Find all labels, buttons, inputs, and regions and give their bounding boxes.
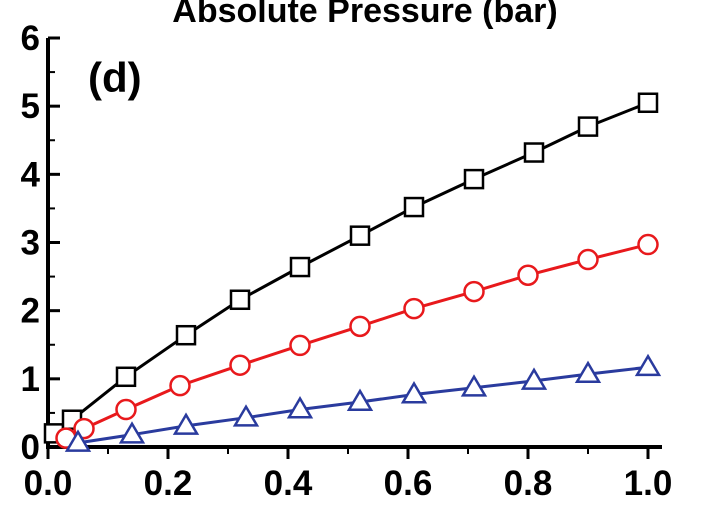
- triangle-marker: [634, 353, 662, 377]
- circle-marker: [289, 334, 311, 357]
- x-tick-label: 0.6: [384, 464, 433, 503]
- panel-label: (d): [88, 54, 142, 101]
- circle-marker: [637, 233, 659, 256]
- circle-marker: [577, 248, 599, 271]
- triangle-marker: [460, 374, 488, 397]
- x-tick-label: 1.0: [624, 464, 673, 503]
- chart-title: Absolute Pressure (bar): [172, 0, 557, 30]
- triangle-marker: [346, 388, 374, 411]
- square-marker: [229, 289, 251, 311]
- square-marker: [577, 116, 599, 137]
- series-circle: [55, 233, 659, 449]
- triangle-marker: [64, 429, 92, 452]
- triangle-marker: [172, 412, 200, 435]
- circle-marker: [463, 280, 485, 303]
- y-tick-label: 5: [21, 87, 40, 126]
- triangle-marker: [286, 396, 314, 419]
- triangle-marker: [574, 360, 602, 384]
- x-tick-label: 0.8: [504, 464, 553, 503]
- circle-marker: [403, 297, 425, 320]
- x-tick-label: 0.4: [264, 464, 313, 503]
- circle-marker: [115, 398, 137, 421]
- y-tick-label: 2: [21, 292, 40, 331]
- triangle-marker: [118, 421, 146, 444]
- x-tick-label: 0.2: [144, 464, 193, 503]
- y-tick-label: 3: [21, 224, 40, 263]
- circle-marker: [517, 264, 539, 286]
- square-marker: [403, 196, 425, 218]
- y-tick-label: 1: [21, 360, 40, 399]
- square-marker: [115, 366, 137, 388]
- x-tick-label: 0.0: [24, 464, 73, 503]
- circle-marker: [169, 374, 191, 397]
- y-tick-label: 0: [21, 428, 40, 467]
- series-layer: [43, 92, 662, 452]
- y-tick-label: 6: [21, 19, 40, 58]
- square-marker: [289, 256, 311, 278]
- square-marker: [463, 168, 485, 190]
- triangle-marker: [520, 367, 548, 390]
- triangle-marker: [232, 404, 260, 427]
- square-marker: [523, 142, 545, 163]
- axes: 0.0 0.2 0.4 0.6 0.8 1.0 0 1 2 3 4 5 6: [21, 19, 673, 503]
- circle-marker: [229, 354, 251, 376]
- square-marker: [175, 324, 197, 346]
- triangle-marker: [400, 381, 428, 404]
- y-tick-label: 4: [21, 155, 41, 194]
- square-marker: [349, 225, 371, 246]
- series-square: [43, 92, 659, 444]
- square-marker: [637, 92, 659, 114]
- series-triangle: [64, 353, 662, 452]
- circle-marker: [349, 315, 371, 338]
